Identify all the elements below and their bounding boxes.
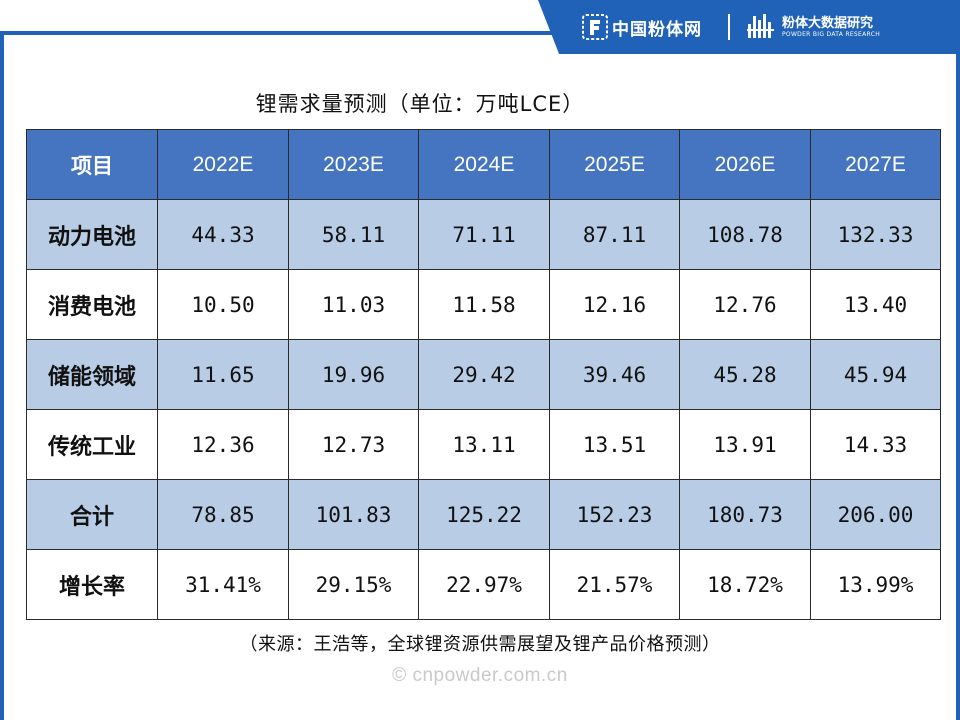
- table-cell: 180.73: [679, 479, 811, 550]
- table-cell: 45.28: [679, 339, 811, 410]
- brand-divider: [728, 14, 730, 40]
- table-cell: 125.22: [418, 479, 550, 550]
- table-cell: 14.33: [810, 409, 941, 480]
- table-cell: 12.36: [157, 409, 289, 480]
- table-cell: 87.11: [549, 199, 680, 270]
- lithium-demand-table: 项目 2022E 2023E 2024E 2025E 2026E 2027E 动力电池 44.…: [26, 129, 941, 620]
- row-label: 增长率: [26, 549, 158, 620]
- table-cell: 58.11: [288, 199, 419, 270]
- frame-left-bar: [0, 31, 4, 720]
- column-header-year: 2026E: [679, 129, 811, 200]
- table-cell: 18.72%: [679, 549, 811, 620]
- column-header-year: 2027E: [810, 129, 941, 200]
- table-cell: 132.33: [810, 199, 941, 270]
- row-label: 储能领域: [26, 339, 158, 410]
- frame-right-bar: [956, 31, 960, 720]
- table-cell: 11.03: [288, 269, 419, 340]
- table-cell: 13.99%: [810, 549, 941, 620]
- table-cell: 11.58: [418, 269, 550, 340]
- table-cell: 22.97%: [418, 549, 550, 620]
- table-cell: 13.51: [549, 409, 680, 480]
- brand-data-name: 粉体大数据研究: [782, 16, 874, 31]
- row-label: 消费电池: [26, 269, 158, 340]
- source-note: （来源：王浩等，全球锂资源供需展望及锂产品价格预测）: [239, 634, 721, 655]
- table-cell: 12.16: [549, 269, 680, 340]
- table-row: 传统工业 12.36 12.73 13.11 13.51 13.91 14.33: [26, 409, 941, 480]
- table-cell: 13.11: [418, 409, 550, 480]
- table-cell: 31.41%: [157, 549, 289, 620]
- table-cell: 29.42: [418, 339, 550, 410]
- table-cell: 44.33: [157, 199, 289, 270]
- row-label: 合计: [26, 479, 158, 550]
- brand-data-subtitle: POWDER BIG DATA RESEARCH: [782, 31, 881, 38]
- watermark: © cnpowder.com.cn: [392, 665, 568, 686]
- brand-name: 中国粉体网: [612, 20, 702, 40]
- table-cell: 71.11: [418, 199, 550, 270]
- table-cell: 12.76: [679, 269, 811, 340]
- table-body: 动力电池 44.33 58.11 71.11 87.11 108.78 132.33 消费电池…: [26, 199, 941, 620]
- table-cell: 78.85: [157, 479, 289, 550]
- table-title: 锂需求量预测（单位：万吨LCE）: [255, 92, 585, 116]
- table-row: 储能领域 11.65 19.96 29.42 39.46 45.28 45.94: [26, 339, 941, 410]
- table-cell: 29.15%: [288, 549, 419, 620]
- column-header-year: 2023E: [288, 129, 419, 200]
- table-row: 消费电池 10.50 11.03 11.58 12.16 12.76 13.40: [26, 269, 941, 340]
- table-cell: 19.96: [288, 339, 419, 410]
- frame-top-bar: [0, 31, 960, 35]
- table-cell: 108.78: [679, 199, 811, 270]
- big-data-icon: [747, 14, 774, 38]
- table-cell: 21.57%: [549, 549, 680, 620]
- column-header-year: 2024E: [418, 129, 550, 200]
- table-header-row: 项目 2022E 2023E 2024E 2025E 2026E 2027E: [26, 129, 941, 200]
- table-cell: 12.73: [288, 409, 419, 480]
- row-label: 动力电池: [26, 199, 158, 270]
- table-cell: 101.83: [288, 479, 419, 550]
- table-cell: 152.23: [549, 479, 680, 550]
- table-cell: 39.46: [549, 339, 680, 410]
- table-row: 增长率 31.41% 29.15% 22.97% 21.57% 18.72% 13.99%: [26, 549, 941, 620]
- table-cell: 13.40: [810, 269, 941, 340]
- table-cell: 206.00: [810, 479, 941, 550]
- table-cell: 11.65: [157, 339, 289, 410]
- table-cell: 45.94: [810, 339, 941, 410]
- column-header-year: 2025E: [549, 129, 680, 200]
- brand-banner: 中国粉体网 粉体大数据研究 POWDER BIG DATA RESEARCH: [538, 0, 960, 54]
- table-row: 合计 78.85 101.83 125.22 152.23 180.73 206.00: [26, 479, 941, 550]
- row-label: 传统工业: [26, 409, 158, 480]
- table-row: 动力电池 44.33 58.11 71.11 87.11 108.78 132.33: [26, 199, 941, 270]
- table-cell: 13.91: [679, 409, 811, 480]
- column-header-item: 项目: [26, 129, 158, 200]
- column-header-year: 2022E: [157, 129, 289, 200]
- cnpowder-logo-icon: [582, 14, 608, 40]
- table-cell: 10.50: [157, 269, 289, 340]
